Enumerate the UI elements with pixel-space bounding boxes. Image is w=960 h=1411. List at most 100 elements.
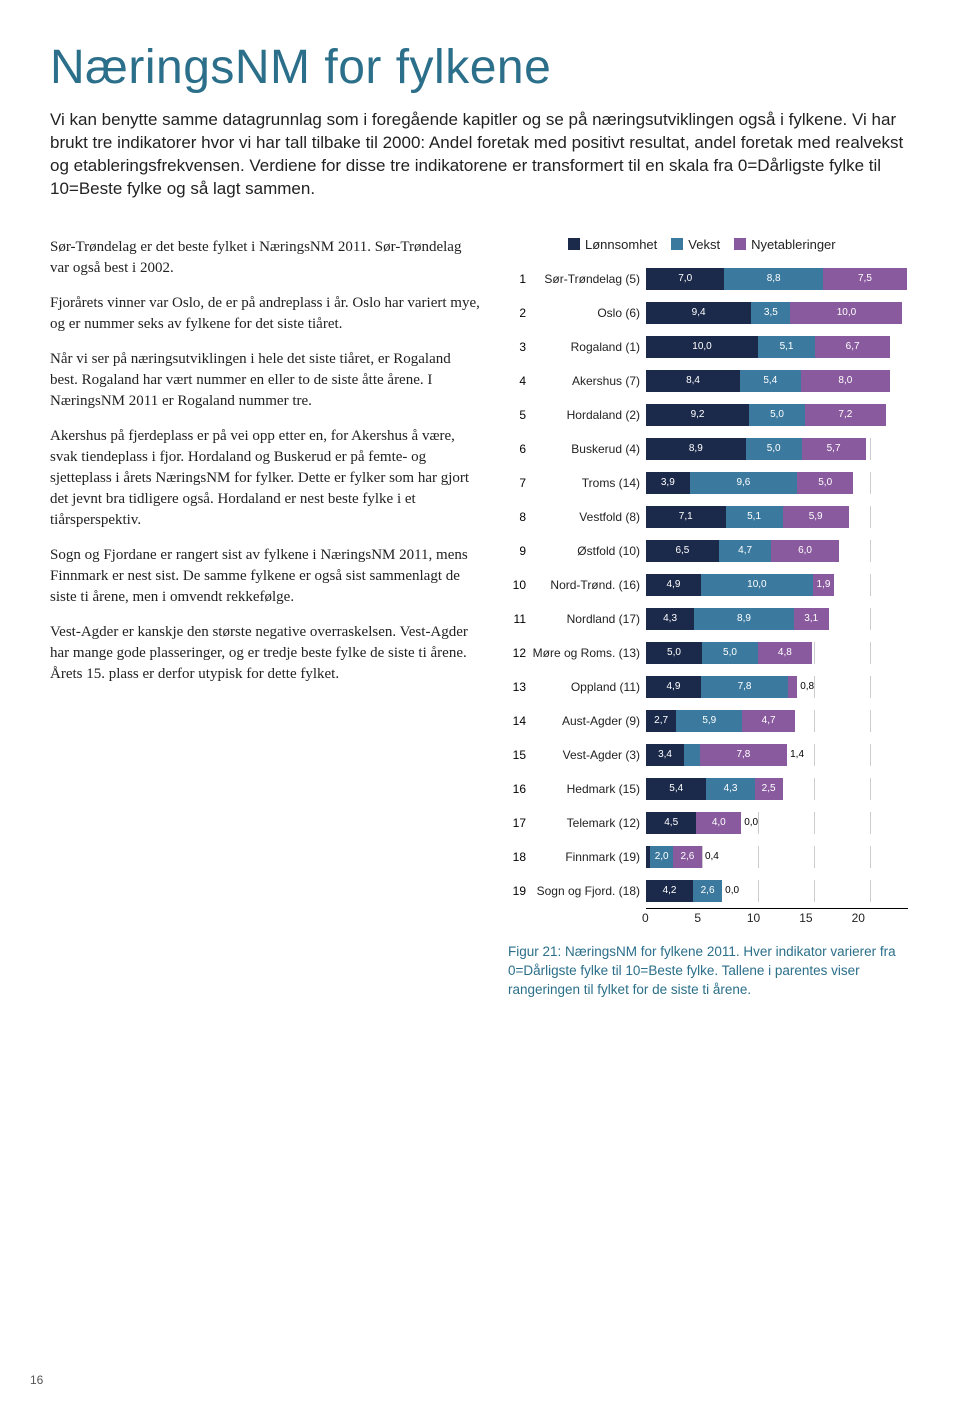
row-label: Telemark (12) (530, 816, 646, 830)
chart-row: Aust-Agder (9)2,75,94,7 (530, 704, 908, 738)
row-label: Nordland (17) (530, 612, 646, 626)
stacked-bar: 9,43,510,0 (646, 302, 908, 324)
bar-segment (788, 676, 797, 698)
bar-segment: 8,9 (646, 438, 746, 460)
x-tick-label: 20 (852, 911, 904, 925)
row-label: Østfold (10) (530, 544, 646, 558)
row-label: Rogaland (1) (530, 340, 646, 354)
chart-row: Vest-Agder (3)3,47,81,4 (530, 738, 908, 772)
y-axis-labels: 12345678910111213141516171819 (508, 262, 530, 908)
bar-value-label: 0,0 (722, 880, 739, 902)
bar-segment: 8,4 (646, 370, 740, 392)
row-label: Vest-Agder (3) (530, 748, 646, 762)
stacked-bar-chart: LønnsomhetVekstNyetableringer 1234567891… (508, 237, 908, 925)
bar-segment: 5,0 (646, 642, 702, 664)
legend-item: Nyetableringer (734, 237, 836, 252)
bar-segment: 5,1 (726, 506, 783, 528)
row-label: Aust-Agder (9) (530, 714, 646, 728)
bar-segment: 5,0 (749, 404, 805, 426)
row-label: Nord-Trønd. (16) (530, 578, 646, 592)
bar-segment: 7,0 (646, 268, 724, 290)
bar-segment: 7,1 (646, 506, 726, 528)
bar-segment: 3,9 (646, 472, 690, 494)
chart-row: Akershus (7)8,45,48,0 (530, 364, 908, 398)
chart-row: Troms (14)3,99,65,0 (530, 466, 908, 500)
chart-row: Nord-Trønd. (16)4,910,01,9 (530, 568, 908, 602)
y-tick-label: 17 (508, 806, 530, 840)
body-paragraph: Sogn og Fjordane er rangert sist av fylk… (50, 545, 480, 608)
y-tick-label: 2 (508, 296, 530, 330)
bar-segment: 8,8 (724, 268, 823, 290)
stacked-bar: 9,25,07,2 (646, 404, 908, 426)
bar-segment: 2,0 (650, 846, 672, 868)
stacked-bar: 4,22,60,0 (646, 880, 908, 902)
x-tick-label: 10 (747, 911, 799, 925)
bar-value-label: 0,4 (702, 846, 719, 868)
bar-segment: 4,2 (646, 880, 693, 902)
bar-segment: 5,4 (740, 370, 800, 392)
bar-segment: 1,9 (813, 574, 834, 596)
bar-segment: 7,8 (701, 676, 788, 698)
bar-segment: 9,4 (646, 302, 751, 324)
row-label: Finnmark (19) (530, 850, 646, 864)
legend-item: Lønnsomhet (568, 237, 657, 252)
bar-segment: 5,7 (802, 438, 866, 460)
stacked-bar: 4,38,93,1 (646, 608, 908, 630)
chart-row: Sogn og Fjord. (18)4,22,60,0 (530, 874, 908, 908)
legend-swatch (671, 238, 683, 250)
body-paragraph: Akershus på fjerdeplass er på vei opp et… (50, 426, 480, 531)
legend-item: Vekst (671, 237, 720, 252)
stacked-bar: 4,910,01,9 (646, 574, 908, 596)
chart-row: Oslo (6)9,43,510,0 (530, 296, 908, 330)
bar-segment: 4,7 (719, 540, 772, 562)
stacked-bar: 2,75,94,7 (646, 710, 908, 732)
y-tick-label: 4 (508, 364, 530, 398)
row-label: Hordaland (2) (530, 408, 646, 422)
stacked-bar: 4,97,80,8 (646, 676, 908, 698)
chart-row: Sør-Trøndelag (5)7,08,87,5 (530, 262, 908, 296)
chart-row: Hedmark (15)5,44,32,5 (530, 772, 908, 806)
y-tick-label: 19 (508, 874, 530, 908)
bar-segment: 5,9 (783, 506, 849, 528)
y-tick-label: 8 (508, 500, 530, 534)
stacked-bar: 5,44,32,5 (646, 778, 908, 800)
x-tick-label: 15 (799, 911, 851, 925)
stacked-bar: 3,99,65,0 (646, 472, 908, 494)
legend-label: Lønnsomhet (585, 237, 657, 252)
row-label: Buskerud (4) (530, 442, 646, 456)
chart-row: Møre og Roms. (13)5,05,04,8 (530, 636, 908, 670)
stacked-bar: 7,15,15,9 (646, 506, 908, 528)
chart-row: Rogaland (1)10,05,16,7 (530, 330, 908, 364)
page-title: NæringsNM for fylkene (50, 40, 910, 95)
y-tick-label: 18 (508, 840, 530, 874)
intro-text: Vi kan benytte samme datagrunnlag som i … (50, 109, 910, 201)
row-label: Vestfold (8) (530, 510, 646, 524)
y-tick-label: 15 (508, 738, 530, 772)
chart-row: Nordland (17)4,38,93,1 (530, 602, 908, 636)
bar-segment: 10,0 (646, 336, 758, 358)
y-tick-label: 10 (508, 568, 530, 602)
bar-segment: 5,0 (702, 642, 758, 664)
chart-row: Vestfold (8)7,15,15,9 (530, 500, 908, 534)
bar-segment: 4,7 (742, 710, 795, 732)
bar-value-label: 0,0 (741, 812, 758, 834)
body-paragraph: Fjorårets vinner var Oslo, de er på andr… (50, 293, 480, 335)
y-tick-label: 3 (508, 330, 530, 364)
stacked-bar: 3,47,81,4 (646, 744, 908, 766)
row-label: Sør-Trøndelag (5) (530, 272, 646, 286)
stacked-bar: 8,95,05,7 (646, 438, 908, 460)
bar-segment: 5,9 (676, 710, 742, 732)
body-paragraph: Sør-Trøndelag er det beste fylket i Næri… (50, 237, 480, 279)
bar-segment: 8,0 (801, 370, 891, 392)
bar-segment: 2,7 (646, 710, 676, 732)
bar-segment: 5,0 (797, 472, 853, 494)
row-label: Troms (14) (530, 476, 646, 490)
bar-segment: 9,6 (690, 472, 798, 494)
bar-segment: 4,9 (646, 574, 701, 596)
bar-segment: 6,7 (815, 336, 890, 358)
x-axis: 05101520 (646, 908, 908, 925)
two-column-layout: Sør-Trøndelag er det beste fylket i Næri… (50, 237, 910, 1000)
row-label: Oppland (11) (530, 680, 646, 694)
stacked-bar: 4,54,00,0 (646, 812, 908, 834)
row-label: Akershus (7) (530, 374, 646, 388)
